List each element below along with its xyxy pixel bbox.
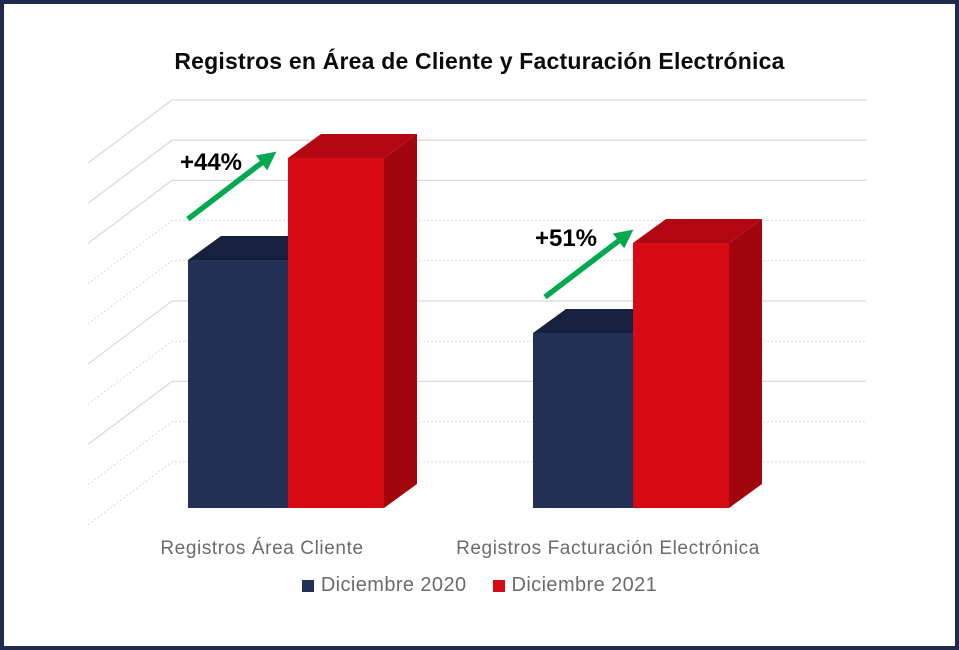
- bar-diciembre-2021-2: [633, 243, 729, 508]
- gridline: [87, 179, 866, 244]
- bar-side-face: [384, 134, 417, 508]
- growth-arrow: [186, 151, 277, 222]
- chart-title: Registros en Área de Cliente y Facturaci…: [174, 48, 785, 74]
- legend-item-diciembre-2020: Diciembre 2020: [301, 574, 467, 597]
- bar-top-face: [188, 236, 321, 260]
- gridline: [87, 99, 866, 164]
- gridline: [87, 461, 866, 526]
- bar-top-face: [533, 309, 666, 333]
- growth-annotation-facturacion: +51%: [534, 225, 598, 252]
- legend-item-diciembre-2021: Diciembre 2021: [492, 574, 658, 597]
- legend-swatch-2021: [492, 579, 505, 592]
- gridline: [87, 139, 866, 204]
- bar-diciembre-2020-2: [533, 333, 633, 508]
- category-label-facturacion: Registros Facturación Electrónica: [456, 538, 760, 559]
- gridline: [87, 340, 866, 405]
- gridline: [87, 421, 866, 485]
- bar-diciembre-2020-1: [188, 260, 288, 508]
- legend-swatch-2020: [301, 579, 314, 592]
- bar-top-face: [633, 219, 762, 243]
- legend-label-2020: Diciembre 2020: [320, 574, 467, 596]
- bar-side-face: [729, 219, 762, 508]
- gridline: [87, 260, 866, 325]
- bar-top-face: [288, 134, 417, 158]
- legend-label-2021: Diciembre 2021: [511, 574, 658, 596]
- category-label-area-cliente: Registros Área Cliente: [160, 538, 364, 559]
- growth-arrow: [543, 229, 634, 300]
- legend: Diciembre 2020 Diciembre 2021: [0, 574, 959, 597]
- gridline: [87, 220, 866, 284]
- growth-annotation-area-cliente: +44%: [179, 149, 243, 176]
- bar-diciembre-2021-1: [288, 158, 384, 508]
